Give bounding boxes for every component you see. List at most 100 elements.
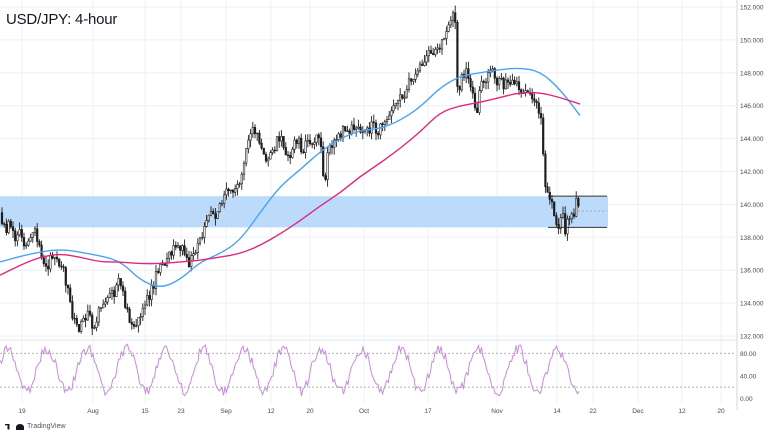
y-tick-label: 144.000 [740, 136, 764, 143]
candle-up [326, 152, 329, 180]
candle-up [436, 47, 439, 50]
candle-up [209, 211, 213, 216]
candle-up [7, 220, 10, 233]
candle-up [141, 307, 144, 317]
candle-down [9, 220, 12, 228]
candle-down [124, 290, 127, 308]
candle-up [18, 229, 21, 236]
candle-down [77, 323, 81, 332]
candle-up [291, 148, 294, 158]
x-tick-label: 19 [18, 408, 26, 415]
candle-down [278, 136, 281, 142]
candle-up [223, 194, 226, 204]
candle-down [555, 215, 558, 225]
candle-up [487, 72, 490, 83]
candle-down [253, 126, 257, 135]
candle-down [429, 50, 433, 54]
x-tick-label: 12 [678, 408, 686, 415]
candle-down [533, 98, 536, 102]
candle-up [515, 81, 518, 85]
x-tick-label: Sep [220, 408, 232, 415]
candle-up [159, 264, 162, 273]
candle-down [174, 245, 177, 248]
candle-up [379, 123, 382, 136]
resistance-zone-rect [0, 196, 608, 228]
candle-down [273, 149, 276, 152]
candle-up [491, 68, 494, 71]
candle-down [262, 147, 265, 155]
candle-down [352, 124, 356, 130]
candle-up [181, 245, 184, 251]
candle-up [575, 198, 578, 217]
rsi-tick-label: 40.00 [740, 373, 757, 380]
candle-up [416, 70, 419, 75]
candle-down [185, 254, 188, 258]
candle-up [341, 126, 345, 138]
x-tick-label: 20 [717, 408, 725, 415]
candle-up [328, 145, 331, 154]
x-tick-label: 20 [306, 408, 314, 415]
candle-up [117, 278, 120, 286]
y-tick-label: 132.000 [740, 334, 764, 341]
candle-down [322, 146, 325, 176]
candle-up [383, 121, 386, 125]
sma-slow-line [0, 91, 581, 276]
candle-up [137, 317, 140, 326]
candle-up [196, 242, 199, 254]
candle-down [84, 317, 87, 321]
candle-down [302, 151, 305, 154]
tradingview-icon-dot [16, 423, 24, 430]
candle-down [286, 154, 290, 157]
candle-down [458, 86, 461, 91]
candle-up [238, 183, 241, 185]
candle-up [370, 121, 373, 134]
candle-down [564, 213, 567, 235]
candle-down [183, 245, 186, 255]
candle-down [535, 100, 538, 104]
candle-up [207, 214, 210, 222]
candle-up [82, 317, 85, 322]
candle-up [104, 301, 107, 305]
candle-up [498, 78, 501, 86]
candle-up [293, 139, 296, 150]
candle-up [229, 189, 232, 192]
candle-down [377, 132, 380, 136]
candle-up [93, 327, 96, 329]
candle-up [304, 140, 307, 153]
candle-up [559, 217, 562, 229]
candle-down [469, 78, 472, 88]
candle-up [396, 100, 400, 104]
y-tick-label: 138.000 [740, 235, 764, 242]
candle-down [42, 257, 45, 264]
candle-down [3, 223, 6, 225]
candle-down [44, 263, 48, 267]
candle-down [282, 136, 285, 148]
candle-up [566, 218, 569, 235]
candle-up [414, 73, 417, 80]
candle-down [227, 188, 230, 192]
candle-up [445, 31, 448, 39]
candle-down [346, 130, 349, 132]
candle-down [66, 284, 70, 289]
axes: 152.000 150.000 148.000 146.000 144.000 142.0… [18, 0, 764, 415]
candle-down [506, 79, 510, 83]
candle-up [392, 105, 395, 112]
candle-up [106, 297, 109, 303]
candle-up [143, 304, 147, 309]
candle-up [115, 284, 118, 297]
candle-up [447, 24, 450, 32]
x-tick-label: 23 [177, 408, 185, 415]
candle-up [280, 136, 283, 142]
candle-down [517, 81, 521, 90]
candle-down [260, 142, 263, 149]
candle-up [440, 39, 444, 50]
candle-down [339, 133, 342, 138]
rsi-line [0, 343, 580, 397]
rsi-pane [0, 339, 736, 397]
candle-down [537, 102, 540, 114]
candle-down [317, 134, 320, 139]
candle-down [359, 126, 362, 133]
y-tick-label: 146.000 [740, 103, 764, 110]
candle-up [306, 139, 309, 142]
candle-up [333, 139, 336, 148]
